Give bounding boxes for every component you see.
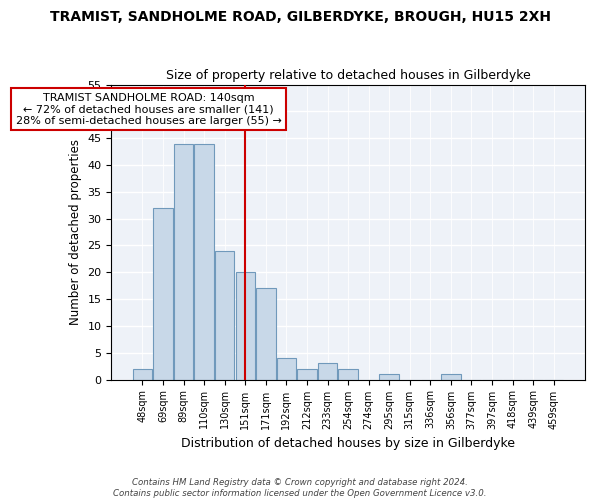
Text: TRAMIST SANDHOLME ROAD: 140sqm
← 72% of detached houses are smaller (141)
28% of: TRAMIST SANDHOLME ROAD: 140sqm ← 72% of … xyxy=(16,92,281,126)
Bar xyxy=(441,374,461,380)
Bar xyxy=(318,364,337,380)
Bar xyxy=(379,374,399,380)
Text: Contains HM Land Registry data © Crown copyright and database right 2024.
Contai: Contains HM Land Registry data © Crown c… xyxy=(113,478,487,498)
Bar xyxy=(297,369,317,380)
Bar xyxy=(338,369,358,380)
Title: Size of property relative to detached houses in Gilberdyke: Size of property relative to detached ho… xyxy=(166,69,530,82)
Bar xyxy=(174,144,193,380)
Bar xyxy=(277,358,296,380)
Text: TRAMIST, SANDHOLME ROAD, GILBERDYKE, BROUGH, HU15 2XH: TRAMIST, SANDHOLME ROAD, GILBERDYKE, BRO… xyxy=(49,10,551,24)
Bar xyxy=(236,272,255,380)
Bar xyxy=(133,369,152,380)
Bar xyxy=(215,251,235,380)
Bar xyxy=(153,208,173,380)
Bar xyxy=(256,288,275,380)
Bar xyxy=(194,144,214,380)
Y-axis label: Number of detached properties: Number of detached properties xyxy=(69,139,82,325)
X-axis label: Distribution of detached houses by size in Gilberdyke: Distribution of detached houses by size … xyxy=(181,437,515,450)
